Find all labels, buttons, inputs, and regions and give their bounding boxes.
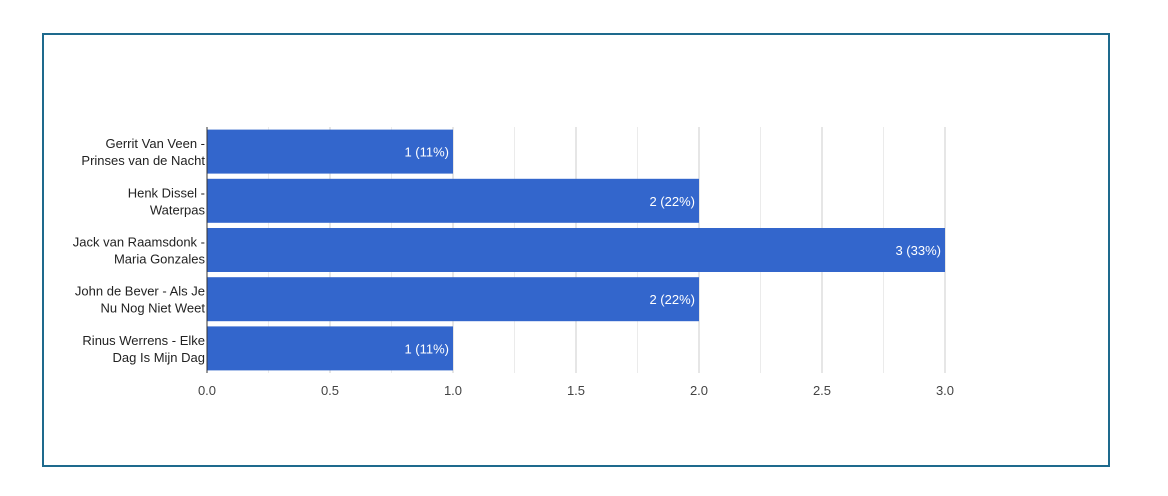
x-tick-label: 1.0 bbox=[444, 383, 462, 398]
category-label-line: Gerrit Van Veen - bbox=[106, 136, 205, 151]
bar bbox=[207, 228, 945, 272]
x-tick-label: 3.0 bbox=[936, 383, 954, 398]
bar bbox=[207, 178, 699, 223]
x-tick-labels: 0.0 0.5 1.0 1.5 2.0 2.5 3.0 bbox=[198, 383, 954, 398]
category-label: John de Bever - Als Je Nu Nog Niet Weet bbox=[75, 284, 205, 316]
bar bbox=[207, 326, 453, 371]
x-tick-label: 2.0 bbox=[690, 383, 708, 398]
category-label: Rinus Werrens - Elke Dag Is Mijn Dag bbox=[82, 333, 205, 365]
category-labels: Gerrit Van Veen - Prinses van de Nacht Hen… bbox=[73, 136, 206, 365]
category-label-line: Waterpas bbox=[150, 202, 206, 217]
category-label-line: Nu Nog Niet Weet bbox=[100, 301, 205, 316]
category-label-line: Jack van Raamsdonk - bbox=[73, 235, 205, 250]
data-label: 2 (22%) bbox=[649, 194, 695, 209]
data-label: 1 (11%) bbox=[404, 145, 449, 160]
bars bbox=[207, 129, 945, 371]
category-label-line: Maria Gonzales bbox=[114, 252, 206, 267]
bar bbox=[207, 129, 453, 174]
bar bbox=[207, 277, 699, 322]
category-label-line: Henk Dissel - bbox=[128, 185, 205, 200]
x-tick-label: 2.5 bbox=[813, 383, 831, 398]
category-label-line: Dag Is Mijn Dag bbox=[113, 350, 205, 365]
data-label: 2 (22%) bbox=[649, 292, 695, 307]
x-tick-label: 0.5 bbox=[321, 383, 339, 398]
data-label: 3 (33%) bbox=[895, 243, 941, 258]
category-label-line: Rinus Werrens - Elke bbox=[82, 333, 205, 348]
category-label: Jack van Raamsdonk - Maria Gonzales bbox=[73, 235, 206, 267]
data-label: 1 (11%) bbox=[404, 341, 449, 356]
x-tick-label: 1.5 bbox=[567, 383, 585, 398]
category-label: Gerrit Van Veen - Prinses van de Nacht bbox=[81, 136, 205, 168]
category-label-line: John de Bever - Als Je bbox=[75, 284, 205, 299]
category-label-line: Prinses van de Nacht bbox=[81, 153, 205, 168]
x-tick-label: 0.0 bbox=[198, 383, 216, 398]
category-label: Henk Dissel - Waterpas bbox=[128, 185, 206, 217]
data-labels: 1 (11%) 2 (22%) 3 (33%) 2 (22%) 1 (11%) bbox=[404, 145, 941, 357]
